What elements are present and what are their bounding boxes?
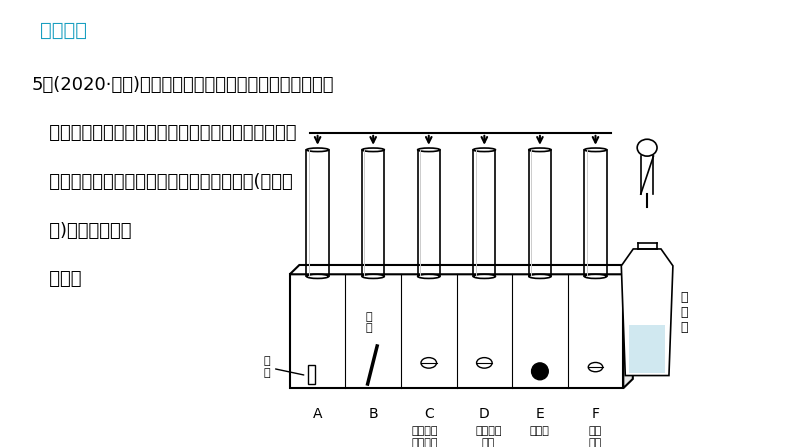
Text: 5．(2020·德州)综合复习时，同学们又来到化学实验室进: 5．(2020·德州)综合复习时，同学们又来到化学实验室进 <box>32 76 334 94</box>
Text: A: A <box>313 407 322 421</box>
Text: 量的稀盐酸分别滴加到六支试管中进行实验(如图所: 量的稀盐酸分别滴加到六支试管中进行实验(如图所 <box>32 173 292 191</box>
Polygon shape <box>623 265 633 388</box>
Ellipse shape <box>418 274 440 278</box>
Text: 氧化铁: 氧化铁 <box>530 426 550 436</box>
Text: 滴有酚酞
的石灰水: 滴有酚酞 的石灰水 <box>411 426 438 447</box>
Text: F: F <box>592 407 599 421</box>
Text: 示)，请回答下列: 示)，请回答下列 <box>32 222 131 240</box>
Text: 碳酸氢钠
溶液: 碳酸氢钠 溶液 <box>475 426 502 447</box>
Text: B: B <box>368 407 378 421</box>
Text: 铜
片: 铜 片 <box>264 356 304 378</box>
Text: D: D <box>479 407 490 421</box>
Text: 实验活动: 实验活动 <box>40 21 87 40</box>
Text: 行实验，加强对酸的化学性质的整体认识。他们将适: 行实验，加强对酸的化学性质的整体认识。他们将适 <box>32 124 296 143</box>
Text: C: C <box>424 407 434 421</box>
Ellipse shape <box>473 148 495 152</box>
Ellipse shape <box>588 363 603 372</box>
Text: E: E <box>535 407 545 421</box>
Text: 问题：: 问题： <box>32 270 81 288</box>
Ellipse shape <box>421 358 437 368</box>
Ellipse shape <box>476 358 492 368</box>
Ellipse shape <box>418 148 440 152</box>
Ellipse shape <box>638 139 657 156</box>
Text: 镁
条: 镁 条 <box>366 312 372 333</box>
Polygon shape <box>290 265 633 274</box>
Ellipse shape <box>529 274 551 278</box>
Polygon shape <box>621 249 673 375</box>
Ellipse shape <box>584 148 607 152</box>
Ellipse shape <box>529 148 551 152</box>
Ellipse shape <box>473 274 495 278</box>
Polygon shape <box>308 365 315 384</box>
Ellipse shape <box>532 363 548 380</box>
Text: 石蕊
试液: 石蕊 试液 <box>589 426 602 447</box>
Ellipse shape <box>306 274 329 278</box>
Ellipse shape <box>362 148 384 152</box>
Ellipse shape <box>362 274 384 278</box>
Ellipse shape <box>584 274 607 278</box>
Text: 稀
盐
酸: 稀 盐 酸 <box>680 291 688 334</box>
Ellipse shape <box>306 148 329 152</box>
Polygon shape <box>629 325 665 373</box>
